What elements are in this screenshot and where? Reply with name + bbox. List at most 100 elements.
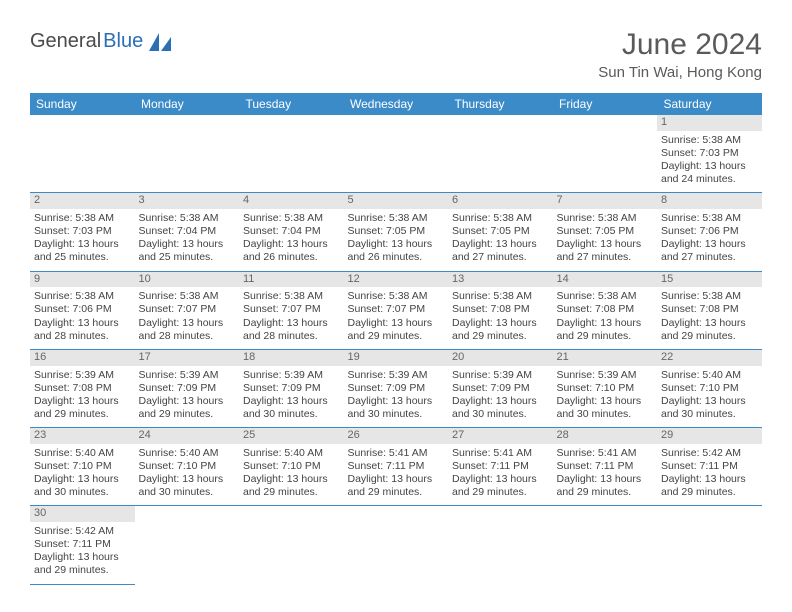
sunrise-text: Sunrise: 5:38 AM (452, 290, 549, 303)
header-wednesday: Wednesday (344, 93, 449, 115)
calendar-cell: 20Sunrise: 5:39 AMSunset: 7:09 PMDayligh… (448, 349, 553, 427)
calendar-cell (553, 506, 658, 584)
header-sunday: Sunday (30, 93, 135, 115)
calendar-cell: 22Sunrise: 5:40 AMSunset: 7:10 PMDayligh… (657, 349, 762, 427)
calendar-week-row: 1Sunrise: 5:38 AMSunset: 7:03 PMDaylight… (30, 115, 762, 193)
header-monday: Monday (135, 93, 240, 115)
daylight-text: Daylight: 13 hours and 29 minutes. (661, 317, 758, 343)
sunrise-text: Sunrise: 5:38 AM (557, 212, 654, 225)
day-number: 18 (239, 350, 344, 366)
sunrise-text: Sunrise: 5:40 AM (139, 447, 236, 460)
sunrise-text: Sunrise: 5:38 AM (348, 290, 445, 303)
calendar-cell (448, 506, 553, 584)
title-block: June 2024 Sun Tin Wai, Hong Kong (598, 30, 762, 81)
daylight-text: Daylight: 13 hours and 30 minutes. (452, 395, 549, 421)
daylight-text: Daylight: 13 hours and 30 minutes. (557, 395, 654, 421)
sunset-text: Sunset: 7:11 PM (452, 460, 549, 473)
sail-icon (149, 33, 171, 51)
header-thursday: Thursday (448, 93, 553, 115)
calendar-cell: 1Sunrise: 5:38 AMSunset: 7:03 PMDaylight… (657, 115, 762, 193)
calendar-body: 1Sunrise: 5:38 AMSunset: 7:03 PMDaylight… (30, 115, 762, 584)
sunrise-text: Sunrise: 5:38 AM (139, 212, 236, 225)
sunrise-text: Sunrise: 5:38 AM (34, 212, 131, 225)
day-number: 25 (239, 428, 344, 444)
daylight-text: Daylight: 13 hours and 29 minutes. (34, 395, 131, 421)
day-number: 24 (135, 428, 240, 444)
calendar-week-row: 30Sunrise: 5:42 AMSunset: 7:11 PMDayligh… (30, 506, 762, 584)
sunrise-text: Sunrise: 5:41 AM (557, 447, 654, 460)
day-number: 9 (30, 272, 135, 288)
calendar-cell (135, 506, 240, 584)
weekday-header-row: Sunday Monday Tuesday Wednesday Thursday… (30, 93, 762, 115)
calendar-week-row: 2Sunrise: 5:38 AMSunset: 7:03 PMDaylight… (30, 193, 762, 271)
sunrise-text: Sunrise: 5:41 AM (452, 447, 549, 460)
sunset-text: Sunset: 7:08 PM (452, 303, 549, 316)
calendar-cell: 30Sunrise: 5:42 AMSunset: 7:11 PMDayligh… (30, 506, 135, 584)
calendar-cell: 27Sunrise: 5:41 AMSunset: 7:11 PMDayligh… (448, 428, 553, 506)
sunrise-text: Sunrise: 5:42 AM (661, 447, 758, 460)
calendar-cell: 18Sunrise: 5:39 AMSunset: 7:09 PMDayligh… (239, 349, 344, 427)
sunrise-text: Sunrise: 5:41 AM (348, 447, 445, 460)
sunset-text: Sunset: 7:11 PM (557, 460, 654, 473)
sunset-text: Sunset: 7:09 PM (348, 382, 445, 395)
calendar-cell: 15Sunrise: 5:38 AMSunset: 7:08 PMDayligh… (657, 271, 762, 349)
calendar-page: GeneralBlue June 2024 Sun Tin Wai, Hong … (0, 0, 792, 605)
sunrise-text: Sunrise: 5:38 AM (661, 212, 758, 225)
daylight-text: Daylight: 13 hours and 30 minutes. (34, 473, 131, 499)
day-number: 30 (30, 506, 135, 522)
header-friday: Friday (553, 93, 658, 115)
sunrise-text: Sunrise: 5:39 AM (452, 369, 549, 382)
day-number: 28 (553, 428, 658, 444)
sunset-text: Sunset: 7:09 PM (243, 382, 340, 395)
calendar-cell (135, 115, 240, 193)
daylight-text: Daylight: 13 hours and 29 minutes. (661, 473, 758, 499)
daylight-text: Daylight: 13 hours and 25 minutes. (34, 238, 131, 264)
sunset-text: Sunset: 7:09 PM (139, 382, 236, 395)
sunset-text: Sunset: 7:11 PM (34, 538, 131, 551)
calendar-cell: 10Sunrise: 5:38 AMSunset: 7:07 PMDayligh… (135, 271, 240, 349)
daylight-text: Daylight: 13 hours and 29 minutes. (557, 473, 654, 499)
day-number: 7 (553, 193, 658, 209)
calendar-cell: 4Sunrise: 5:38 AMSunset: 7:04 PMDaylight… (239, 193, 344, 271)
calendar-cell: 13Sunrise: 5:38 AMSunset: 7:08 PMDayligh… (448, 271, 553, 349)
daylight-text: Daylight: 13 hours and 26 minutes. (348, 238, 445, 264)
calendar-cell: 2Sunrise: 5:38 AMSunset: 7:03 PMDaylight… (30, 193, 135, 271)
sunrise-text: Sunrise: 5:38 AM (557, 290, 654, 303)
daylight-text: Daylight: 13 hours and 29 minutes. (452, 317, 549, 343)
brand-logo: GeneralBlue (30, 30, 171, 53)
sunrise-text: Sunrise: 5:38 AM (661, 290, 758, 303)
header-tuesday: Tuesday (239, 93, 344, 115)
sunset-text: Sunset: 7:03 PM (34, 225, 131, 238)
day-number: 6 (448, 193, 553, 209)
daylight-text: Daylight: 13 hours and 29 minutes. (348, 473, 445, 499)
daylight-text: Daylight: 13 hours and 28 minutes. (139, 317, 236, 343)
daylight-text: Daylight: 13 hours and 29 minutes. (557, 317, 654, 343)
calendar-cell: 16Sunrise: 5:39 AMSunset: 7:08 PMDayligh… (30, 349, 135, 427)
daylight-text: Daylight: 13 hours and 30 minutes. (661, 395, 758, 421)
daylight-text: Daylight: 13 hours and 28 minutes. (34, 317, 131, 343)
day-number: 15 (657, 272, 762, 288)
sunset-text: Sunset: 7:05 PM (348, 225, 445, 238)
sunrise-text: Sunrise: 5:39 AM (557, 369, 654, 382)
calendar-cell: 26Sunrise: 5:41 AMSunset: 7:11 PMDayligh… (344, 428, 449, 506)
sunrise-text: Sunrise: 5:39 AM (139, 369, 236, 382)
sunset-text: Sunset: 7:07 PM (348, 303, 445, 316)
day-number: 22 (657, 350, 762, 366)
sunrise-text: Sunrise: 5:38 AM (243, 212, 340, 225)
sunset-text: Sunset: 7:10 PM (661, 382, 758, 395)
day-number: 11 (239, 272, 344, 288)
calendar-cell: 23Sunrise: 5:40 AMSunset: 7:10 PMDayligh… (30, 428, 135, 506)
day-number: 10 (135, 272, 240, 288)
calendar-cell: 7Sunrise: 5:38 AMSunset: 7:05 PMDaylight… (553, 193, 658, 271)
sunset-text: Sunset: 7:10 PM (243, 460, 340, 473)
sunrise-text: Sunrise: 5:38 AM (34, 290, 131, 303)
daylight-text: Daylight: 13 hours and 29 minutes. (243, 473, 340, 499)
sunset-text: Sunset: 7:04 PM (139, 225, 236, 238)
daylight-text: Daylight: 13 hours and 29 minutes. (139, 395, 236, 421)
calendar-cell: 19Sunrise: 5:39 AMSunset: 7:09 PMDayligh… (344, 349, 449, 427)
sunset-text: Sunset: 7:08 PM (557, 303, 654, 316)
daylight-text: Daylight: 13 hours and 27 minutes. (557, 238, 654, 264)
daylight-text: Daylight: 13 hours and 24 minutes. (661, 160, 758, 186)
calendar-cell (344, 506, 449, 584)
calendar-cell: 25Sunrise: 5:40 AMSunset: 7:10 PMDayligh… (239, 428, 344, 506)
